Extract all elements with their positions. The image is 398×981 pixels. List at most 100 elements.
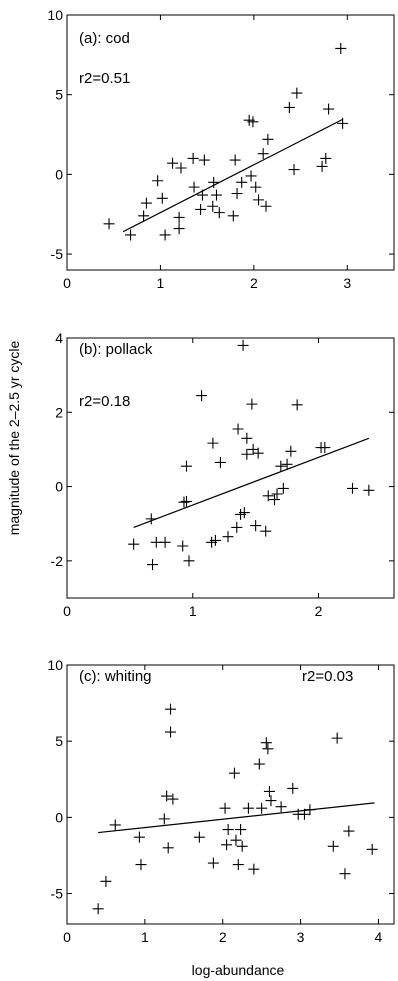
data-point (316, 160, 328, 172)
data-point (162, 842, 174, 854)
x-tick-label: 3 (343, 275, 351, 291)
data-point (331, 732, 343, 744)
data-point (159, 229, 171, 241)
data-point (232, 423, 244, 435)
data-point (363, 484, 375, 496)
data-point (238, 507, 250, 519)
data-point (103, 218, 115, 230)
y-tick-label: 0 (55, 166, 63, 182)
data-point (145, 513, 157, 525)
data-point (320, 152, 332, 164)
data-point (178, 496, 190, 508)
data-point (213, 207, 225, 219)
data-point (262, 133, 274, 145)
data-point (275, 801, 287, 813)
x-tick-label: 1 (141, 929, 149, 945)
y-tick-label: 0 (55, 479, 63, 495)
x-tick-label: 4 (375, 929, 383, 945)
data-point (260, 525, 272, 537)
data-point (237, 339, 249, 351)
x-tick-label: 3 (297, 929, 305, 945)
data-point (291, 399, 303, 411)
data-point (269, 494, 281, 506)
data-point (207, 437, 219, 449)
panel-whiting: (c): whiting r2=0.03 0 1 2 3 4 -5 0 5 10 (47, 657, 395, 945)
data-point (257, 148, 269, 160)
data-point (195, 203, 207, 215)
data-point (167, 157, 179, 169)
data-point (248, 863, 260, 875)
data-point (235, 824, 247, 836)
data-point (319, 442, 331, 454)
data-point (262, 490, 274, 502)
r2-label: r2=0.18 (79, 393, 130, 410)
y-tick-label: -5 (51, 886, 64, 902)
data-point (183, 555, 195, 567)
data-point (271, 488, 283, 500)
data-point (247, 116, 259, 128)
data-point (180, 495, 192, 507)
y-tick-label: 10 (47, 7, 63, 23)
r2-label: r2=0.03 (302, 668, 353, 685)
data-point (277, 482, 289, 494)
data-point (298, 808, 310, 820)
data-point (221, 839, 233, 851)
data-point (339, 868, 351, 880)
data-point (165, 703, 177, 715)
data-point (265, 795, 277, 807)
data-point (210, 189, 222, 201)
plot-frame (66, 337, 395, 599)
data-point (253, 194, 265, 206)
regression-line (98, 802, 375, 834)
x-tick-label: 1 (157, 275, 165, 291)
data-point (135, 859, 147, 871)
data-point (260, 200, 272, 212)
data-point (250, 520, 262, 532)
x-axis-label: log-abundance (192, 962, 285, 978)
data-point (125, 229, 137, 241)
y-tick-label: 0 (55, 809, 63, 825)
data-point (227, 210, 239, 222)
data-point (208, 176, 220, 188)
data-point (287, 782, 299, 794)
data-point (241, 432, 253, 444)
data-point (236, 840, 248, 852)
data-point (337, 117, 349, 129)
x-tick-label: 0 (63, 929, 71, 945)
y-tick-label: 5 (55, 87, 63, 103)
data-point (196, 189, 208, 201)
x-tick-label: 1 (189, 603, 197, 619)
y-tick-label: -5 (51, 246, 64, 262)
data-point (133, 831, 145, 843)
x-tick-label: 2 (219, 929, 227, 945)
regression-line (122, 118, 343, 233)
data-point (219, 802, 231, 814)
data-point (193, 831, 205, 843)
data-point (209, 534, 221, 546)
regression-line (133, 437, 370, 528)
x-tick-label: 2 (250, 275, 258, 291)
y-tick-label: 5 (55, 733, 63, 749)
data-point (343, 825, 355, 837)
panel-cod: (a): cod r2=0.51 0 1 2 3 -5 0 5 10 (47, 7, 395, 291)
data-point (253, 758, 265, 770)
data-point (100, 875, 112, 887)
data-point (152, 175, 164, 187)
data-point (327, 840, 339, 852)
data-point (263, 785, 275, 797)
data-point (236, 176, 248, 188)
data-point (335, 42, 347, 54)
panel-pollack: (b): pollack r2=0.18 0 1 2 -2 0 2 4 (51, 330, 395, 619)
data-point (187, 152, 199, 164)
panel-title: (b): pollack (79, 341, 153, 358)
data-point (180, 460, 192, 472)
x-tick-label: 0 (63, 603, 71, 619)
data-point (156, 192, 168, 204)
data-point (222, 824, 234, 836)
data-point (231, 521, 243, 533)
data-point (165, 726, 177, 738)
y-tick-label: -2 (51, 553, 64, 569)
plot-frame (66, 14, 395, 271)
data-point (250, 181, 262, 193)
panel-title: (a): cod (79, 30, 130, 47)
